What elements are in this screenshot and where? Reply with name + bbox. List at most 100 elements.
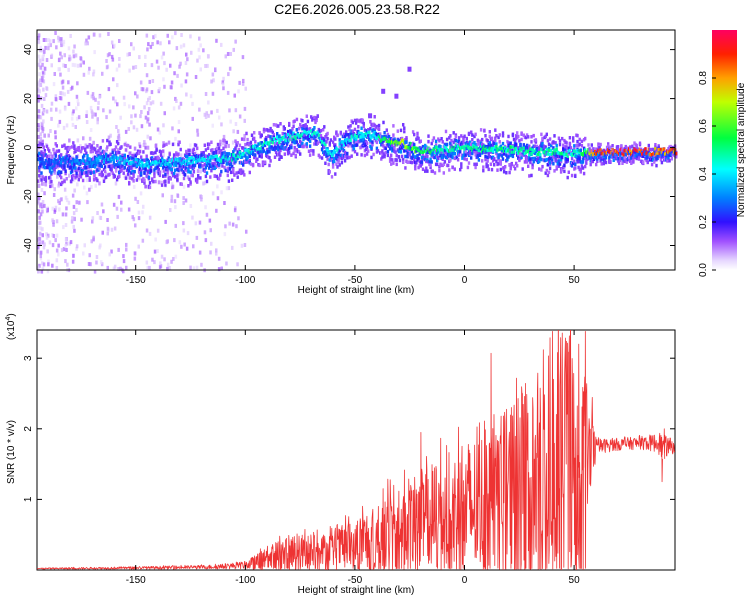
spectrogram-cell	[546, 173, 550, 178]
spectrogram-cell	[135, 178, 139, 182]
spectrogram-cell	[79, 56, 82, 61]
spectrogram-cell	[301, 141, 304, 146]
spectrogram-cell	[42, 79, 46, 84]
spectrogram-cell	[86, 41, 89, 46]
spectrogram-cell	[71, 259, 75, 264]
spectrogram-cell	[170, 259, 173, 264]
spectrogram-cell	[290, 145, 293, 150]
spectrogram-cell	[527, 149, 530, 154]
spectrogram-cell	[164, 179, 167, 183]
spectrogram-cell	[582, 171, 586, 176]
spectrogram-cell	[197, 176, 200, 180]
spectrogram-cell	[502, 152, 506, 156]
spectrogram-cell	[160, 254, 164, 259]
spectrogram-cell	[72, 141, 75, 145]
spectrogram-cell	[194, 221, 198, 226]
spectrogram-cell	[73, 216, 76, 221]
y-tick-label: 40	[23, 44, 34, 56]
spectrogram-cell	[240, 137, 244, 141]
spectrogram-cell	[186, 158, 189, 163]
spectrogram-cell	[383, 154, 386, 159]
spectrogram-cell	[619, 156, 622, 160]
spectrogram-cell	[64, 244, 67, 248]
spectrogram-cell	[248, 170, 251, 175]
spectrogram-cell	[555, 147, 558, 151]
spectrogram-cell	[430, 160, 433, 164]
spectrogram-cell	[612, 158, 615, 162]
spectrogram-cell	[49, 168, 52, 173]
spectrogram-cell	[494, 128, 497, 132]
snr-y-scale: (x104)	[5, 313, 17, 340]
spectrogram-cell	[489, 162, 493, 166]
spectrogram-cell	[67, 80, 70, 85]
spectrogram-cell	[302, 124, 305, 128]
spectrogram-cell	[227, 179, 231, 183]
spectrogram-cell	[139, 191, 143, 196]
spectrogram-cell	[242, 170, 245, 174]
spectrogram-cell	[96, 117, 99, 122]
spectrogram-cell	[505, 171, 508, 175]
spectrogram-cell	[106, 231, 109, 236]
spectrogram-cell	[351, 129, 354, 133]
spectrogram-cell	[147, 42, 150, 47]
spectrogram-cell	[365, 152, 369, 156]
spectrogram-cell	[89, 171, 92, 175]
spectrogram-cell	[164, 183, 167, 187]
spectrogram-cell	[279, 148, 282, 153]
spectrogram-cell	[365, 145, 369, 150]
spectrogram-cell	[513, 167, 517, 171]
spectrogram-cell	[45, 232, 48, 237]
x-tick-label: 0	[462, 275, 468, 286]
spectrogram-cell	[427, 139, 430, 144]
spectrogram-cell	[53, 170, 56, 175]
spectrogram-cell	[481, 159, 484, 163]
spectrogram-cell	[635, 156, 638, 161]
spectrogram-cell	[51, 183, 54, 188]
spectrogram-cell	[85, 110, 89, 115]
spectrogram-cell	[307, 149, 311, 153]
spectrogram-cell	[353, 118, 357, 123]
spectrogram-cell	[79, 149, 83, 154]
spectrogram-cell	[351, 144, 354, 148]
spectrogram-cell	[84, 41, 87, 46]
spectrogram-cell	[215, 248, 218, 253]
spectrogram-cell	[207, 100, 210, 105]
spectrogram-cell	[179, 44, 183, 49]
spectrogram-cell	[57, 35, 60, 40]
spectrogram-cell	[46, 163, 50, 168]
spectrogram-cell	[146, 119, 149, 124]
spectrogram-cell	[43, 165, 46, 170]
spectrogram-cell	[150, 90, 154, 95]
spectrogram-cell	[229, 119, 232, 124]
spectrogram-cell	[63, 165, 66, 169]
spectrogram-cell	[110, 249, 113, 254]
spectrogram-cell	[119, 115, 122, 120]
spectrogram-cell	[186, 231, 190, 236]
spectrogram-cell	[575, 154, 578, 158]
spectrogram-cell	[215, 146, 219, 151]
spectrogram-cell	[529, 157, 532, 161]
spectrogram-cell	[497, 161, 500, 166]
spectrogram-cell	[443, 148, 447, 153]
spectrogram-cell	[357, 119, 360, 123]
spectrogram-cell	[497, 153, 500, 157]
spectrogram-cell	[100, 202, 104, 207]
spectrogram-cell	[194, 143, 198, 148]
spectrogram-cells	[37, 31, 678, 274]
spectrogram-cell	[145, 101, 149, 106]
spectrogram-cell	[185, 149, 188, 154]
spectrogram-cell	[43, 242, 46, 247]
spectrogram-cell	[49, 162, 52, 167]
spectrogram-cell	[460, 162, 463, 166]
spectrogram-cell	[424, 157, 427, 162]
spectrogram-cell	[168, 266, 171, 270]
spectrogram-cell	[607, 142, 610, 146]
spectrogram-cell	[555, 143, 558, 148]
spectrogram-cell	[38, 196, 41, 201]
spectrogram-cell	[52, 234, 56, 238]
spectrogram-cell	[587, 143, 590, 147]
spectrogram-cell	[37, 109, 41, 114]
spectrogram-cell	[508, 170, 511, 175]
spectrogram-cell	[471, 133, 474, 137]
spectrogram-cell	[547, 146, 551, 151]
